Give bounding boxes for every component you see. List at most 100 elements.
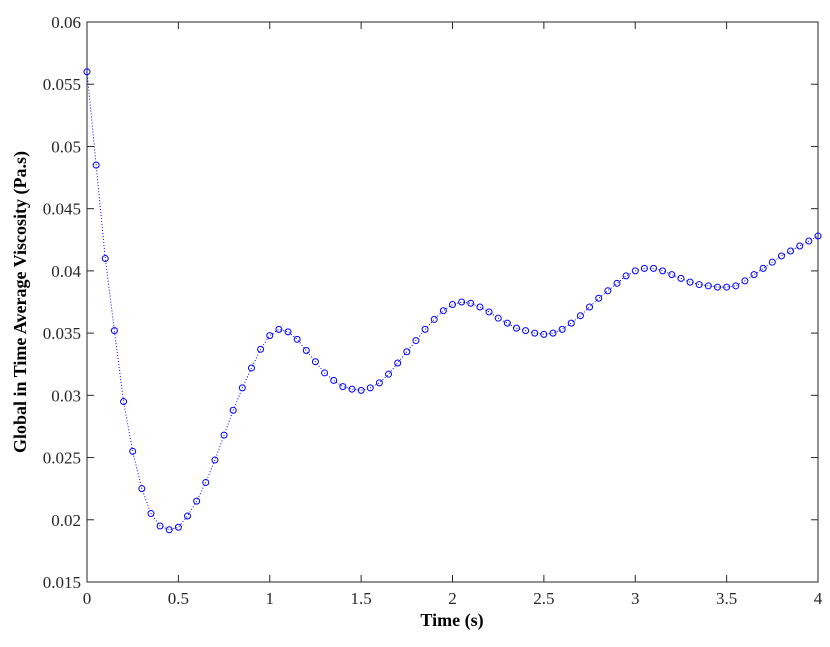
data-point — [503, 319, 511, 327]
data-point — [595, 294, 603, 302]
y-tick-label: 0.05 — [51, 137, 81, 156]
data-point — [412, 337, 420, 345]
data-point — [302, 347, 310, 355]
data-point — [586, 303, 594, 311]
data-point — [449, 300, 456, 308]
data-point — [677, 274, 685, 282]
data-point — [439, 307, 447, 315]
data-point — [110, 327, 118, 335]
data-point — [375, 379, 383, 387]
data-point — [147, 510, 155, 518]
data-point — [165, 526, 173, 534]
data-point — [814, 232, 822, 240]
data-point — [494, 314, 502, 322]
data-point — [458, 298, 466, 306]
x-tick-label: 0 — [83, 589, 92, 608]
x-tick-label: 4 — [814, 589, 823, 608]
data-point — [476, 303, 484, 311]
data-point — [741, 277, 749, 285]
data-point — [668, 271, 676, 279]
data-point — [247, 364, 255, 372]
data-point — [796, 242, 804, 250]
y-tick-label: 0.025 — [43, 449, 81, 468]
data-point — [321, 369, 329, 377]
data-point — [193, 497, 201, 505]
x-tick-label: 1 — [266, 589, 275, 608]
data-point — [184, 512, 192, 520]
data-point — [101, 254, 109, 262]
y-tick-label: 0.04 — [51, 262, 81, 281]
data-point — [293, 335, 301, 343]
data-point — [138, 485, 146, 493]
data-point — [686, 278, 694, 286]
data-point — [202, 478, 210, 486]
x-tick-label: 0.5 — [168, 589, 189, 608]
data-point — [120, 398, 128, 406]
data-point — [211, 456, 219, 464]
data-point — [156, 522, 164, 530]
data-point — [613, 279, 621, 287]
data-point — [805, 237, 813, 245]
data-point — [522, 327, 530, 335]
data-point — [366, 384, 374, 392]
data-point — [540, 330, 548, 338]
data-point — [83, 68, 91, 76]
y-tick-label: 0.045 — [43, 200, 81, 219]
data-point — [421, 325, 429, 333]
x-tick-label: 3 — [631, 589, 640, 608]
data-point — [385, 370, 393, 378]
data-point — [549, 329, 557, 337]
x-tick-label: 3.5 — [716, 589, 737, 608]
data-point — [750, 271, 758, 279]
data-point — [284, 328, 292, 336]
data-point — [512, 324, 520, 332]
data-point — [713, 283, 721, 291]
x-tick-label: 2 — [448, 589, 457, 608]
data-point — [777, 252, 785, 260]
data-point — [330, 376, 338, 384]
data-point — [467, 299, 475, 307]
data-point — [348, 385, 356, 393]
data-point — [604, 287, 612, 295]
y-tick-label: 0.02 — [51, 511, 81, 530]
data-point — [394, 359, 402, 367]
data-point — [430, 315, 438, 323]
data-point — [531, 329, 539, 337]
data-point — [576, 312, 584, 320]
x-axis-label: Time (s) — [420, 610, 483, 631]
data-point — [339, 383, 347, 391]
data-point — [704, 282, 712, 290]
data-point — [174, 523, 182, 531]
y-tick-label: 0.055 — [43, 75, 81, 94]
data-point — [695, 281, 703, 289]
y-tick-label: 0.035 — [43, 324, 81, 343]
x-tick-label: 1.5 — [351, 589, 372, 608]
data-point — [640, 264, 648, 272]
data-point — [357, 386, 365, 394]
data-point — [768, 258, 776, 266]
data-point — [659, 267, 667, 275]
data-point — [220, 431, 228, 439]
data-point — [92, 161, 100, 169]
data-point — [631, 267, 639, 275]
data-point — [266, 332, 274, 340]
y-axis-label: Global in Time Average Viscosity (Pa.s) — [10, 151, 31, 453]
data-point — [759, 264, 767, 272]
data-point — [650, 264, 658, 272]
data-point — [732, 282, 740, 290]
data-point — [275, 325, 283, 333]
data-point — [129, 447, 137, 455]
data-point — [485, 308, 493, 316]
data-point — [257, 345, 265, 353]
data-point — [622, 272, 630, 280]
data-point — [238, 384, 246, 392]
data-point — [723, 283, 731, 291]
data-line — [86, 71, 819, 531]
data-point — [403, 348, 411, 356]
data-point — [311, 358, 319, 366]
data-point — [558, 325, 566, 333]
data-point — [229, 406, 237, 414]
x-tick-label: 2.5 — [533, 589, 554, 608]
data-point — [787, 247, 795, 255]
